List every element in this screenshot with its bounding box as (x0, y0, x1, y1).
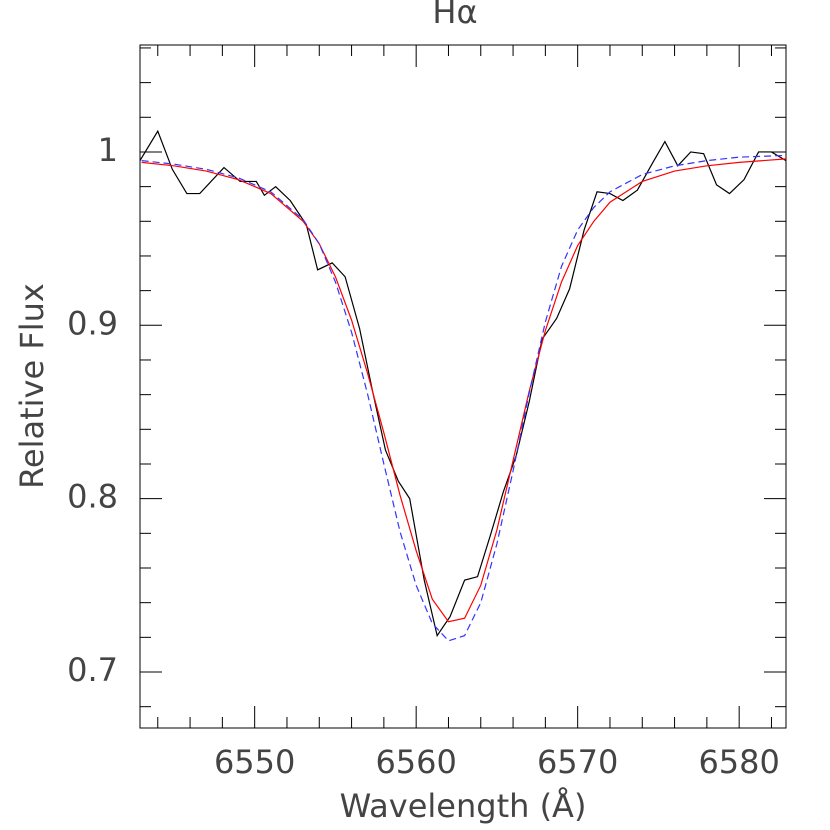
y-tick-label: 0.8 (67, 478, 118, 516)
chart-title: Hα (432, 0, 477, 31)
y-axis-label: Relative Flux (13, 283, 51, 489)
x-axis-label: Wavelength (Å) (340, 787, 587, 825)
y-tick-label: 0.9 (67, 304, 118, 342)
x-tick-label: 6580 (698, 743, 779, 781)
x-tick-label: 6550 (214, 743, 295, 781)
x-tick-label: 6560 (375, 743, 456, 781)
x-tick-label: 6570 (537, 743, 618, 781)
y-tick-label: 0.7 (67, 651, 118, 689)
data-line (141, 158, 787, 623)
data-line (141, 154, 787, 642)
plot-frame (139, 44, 787, 729)
data-line (139, 129, 787, 638)
y-tick-label: 1 (98, 131, 118, 169)
